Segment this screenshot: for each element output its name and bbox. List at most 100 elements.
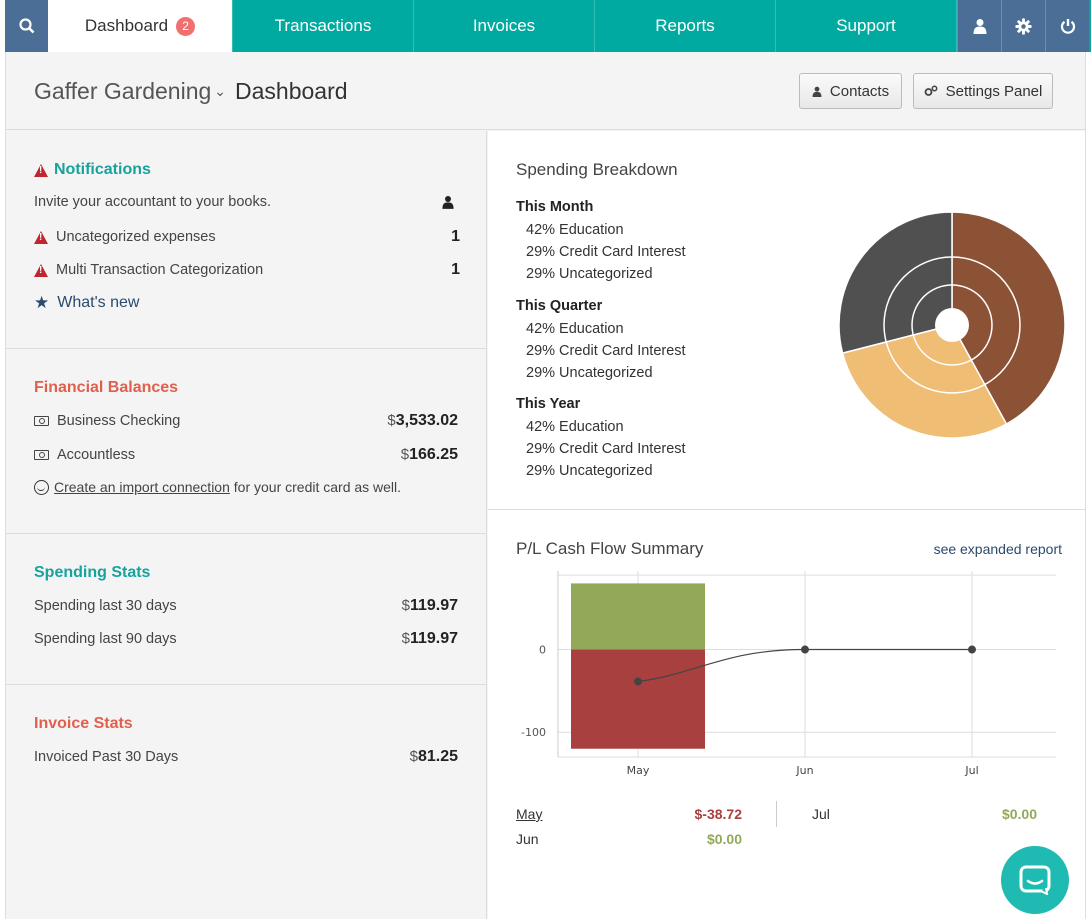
chat-button[interactable] <box>1001 846 1069 914</box>
notifications-title: Notifications <box>54 161 151 178</box>
notification-item[interactable]: Uncategorized expenses 1 <box>34 228 460 246</box>
user-icon <box>812 86 822 97</box>
net-line <box>637 648 972 683</box>
summary-divider <box>776 801 777 827</box>
user-menu-button[interactable] <box>957 0 1001 52</box>
whats-new-link[interactable]: ★ What's new <box>34 293 458 313</box>
section-divider <box>488 509 1085 510</box>
income-bar[interactable] <box>571 583 705 650</box>
y-tick-label: -100 <box>521 726 546 739</box>
settings-panel-label: Settings Panel <box>945 82 1043 100</box>
breakdown-item: 29% Uncategorized <box>526 266 653 282</box>
tab-invoices[interactable]: Invoices <box>414 0 595 52</box>
financial-balances-section: Financial Balances Business Checking $3,… <box>6 349 486 534</box>
breakdown-group: This Quarter 42% Education 29% Credit Ca… <box>516 298 686 384</box>
logout-button[interactable] <box>1045 0 1089 52</box>
spending-label: Spending last 30 days <box>34 598 177 614</box>
summary-value: $0.00 <box>706 831 742 847</box>
balance-amount: 3,533.02 <box>395 412 458 429</box>
smile-icon <box>34 479 49 495</box>
company-name: Gaffer Gardening <box>34 78 212 104</box>
net-point[interactable] <box>634 677 642 686</box>
cashflow-title: P/L Cash Flow Summary <box>516 539 704 558</box>
pie-center <box>935 308 969 342</box>
tab-dashboard[interactable]: Dashboard 2 <box>48 0 233 52</box>
summary-month: Jun <box>516 831 539 847</box>
power-icon <box>1060 19 1075 34</box>
cashflow-summary-row: Jun $0.00 <box>516 831 742 847</box>
contacts-button[interactable]: Contacts <box>799 73 902 109</box>
pie-slice-uncategorized[interactable] <box>838 211 953 355</box>
notification-label: Uncategorized expenses <box>56 229 216 245</box>
cashflow-summary-row[interactable]: May $-38.72 <box>516 806 742 822</box>
notifications-section: Notifications Invite your accountant to … <box>6 131 486 349</box>
balance-row[interactable]: Business Checking $3,533.02 <box>34 412 458 430</box>
invoice-stats-section: Invoice Stats Invoiced Past 30 Days $81.… <box>6 685 486 919</box>
warning-icon <box>34 230 48 244</box>
currency-symbol: $ <box>387 412 396 429</box>
spending-row: Spending last 30 days $119.97 <box>34 597 458 615</box>
top-nav: Dashboard 2 Transactions Invoices Report… <box>5 0 1091 52</box>
page-header: Gaffer Gardening ⌄ Dashboard Contacts Set… <box>6 52 1085 130</box>
invoice-value: $81.25 <box>410 748 458 766</box>
balance-amount: 166.25 <box>409 446 458 463</box>
money-icon <box>34 450 49 460</box>
spending-breakdown-chart <box>838 211 1066 439</box>
currency-symbol: $ <box>400 446 410 463</box>
warning-icon <box>34 263 48 277</box>
expense-bar[interactable] <box>571 649 705 749</box>
balance-row[interactable]: Accountless $166.25 <box>34 446 458 464</box>
gear-icon <box>1015 17 1032 35</box>
import-connection-text: for your credit card as well. <box>229 479 402 495</box>
chevron-down-icon: ⌄ <box>214 83 227 99</box>
settings-panel-button[interactable]: Settings Panel <box>913 73 1053 109</box>
page-title: Dashboard <box>235 78 348 104</box>
spending-label: Spending last 90 days <box>34 631 177 647</box>
settings-button[interactable] <box>1001 0 1045 52</box>
breakdown-item: 29% Credit Card Interest <box>526 441 686 457</box>
financial-balances-title: Financial Balances <box>34 379 179 396</box>
breakdown-item: 42% Education <box>526 222 624 238</box>
search-icon <box>18 18 34 34</box>
notification-item[interactable]: Multi Transaction Categorization 1 <box>34 261 460 279</box>
invoice-label: Invoiced Past 30 Days <box>34 749 179 765</box>
account-balance: $166.25 <box>401 446 458 464</box>
currency-symbol: $ <box>409 748 418 765</box>
y-tick-label: 0 <box>539 644 546 657</box>
expanded-report-link[interactable]: see expanded report <box>933 541 1062 557</box>
summary-month: Jul <box>812 806 830 822</box>
notification-label: Multi Transaction Categorization <box>56 262 264 278</box>
notification-count: 1 <box>451 261 460 278</box>
account-name: Business Checking <box>57 413 181 429</box>
invoice-amount: 81.25 <box>417 748 458 765</box>
contacts-label: Contacts <box>829 82 890 100</box>
currency-symbol: $ <box>401 597 410 614</box>
spending-stats-section: Spending Stats Spending last 30 days $11… <box>6 534 486 685</box>
pie-slice-education[interactable] <box>951 211 1066 426</box>
page-body: Gaffer Gardening ⌄ Dashboard Contacts Set… <box>5 52 1086 919</box>
tab-reports[interactable]: Reports <box>595 0 776 52</box>
net-point[interactable] <box>968 645 976 654</box>
account-balance: $3,533.02 <box>387 412 458 430</box>
pie-ring <box>883 256 1021 394</box>
tab-transactions[interactable]: Transactions <box>233 0 414 52</box>
spending-breakdown-title: Spending Breakdown <box>516 160 678 179</box>
account-name: Accountless <box>57 447 136 463</box>
invoice-stats-title: Invoice Stats <box>34 715 133 732</box>
breakdown-item: 29% Uncategorized <box>526 463 653 479</box>
spending-amount: 119.97 <box>409 597 458 614</box>
import-connection-link[interactable]: Create an import connection <box>54 479 230 495</box>
search-button[interactable] <box>5 0 48 52</box>
currency-symbol: $ <box>401 630 410 647</box>
invite-accountant-row[interactable]: Invite your accountant to your books. <box>34 194 458 210</box>
company-switcher[interactable]: Gaffer Gardening ⌄ <box>34 78 226 105</box>
tab-dashboard-label: Dashboard <box>84 16 169 35</box>
notification-badge: 2 <box>176 16 196 36</box>
tab-support[interactable]: Support <box>776 0 957 52</box>
pie-slice-credit-card-interest[interactable] <box>841 324 1008 439</box>
x-tick-label: May <box>627 764 650 777</box>
net-point[interactable] <box>801 645 809 654</box>
tab-support-label: Support <box>836 16 896 35</box>
breakdown-group: This Year 42% Education 29% Credit Card … <box>516 396 686 482</box>
pie-ring <box>911 284 993 366</box>
